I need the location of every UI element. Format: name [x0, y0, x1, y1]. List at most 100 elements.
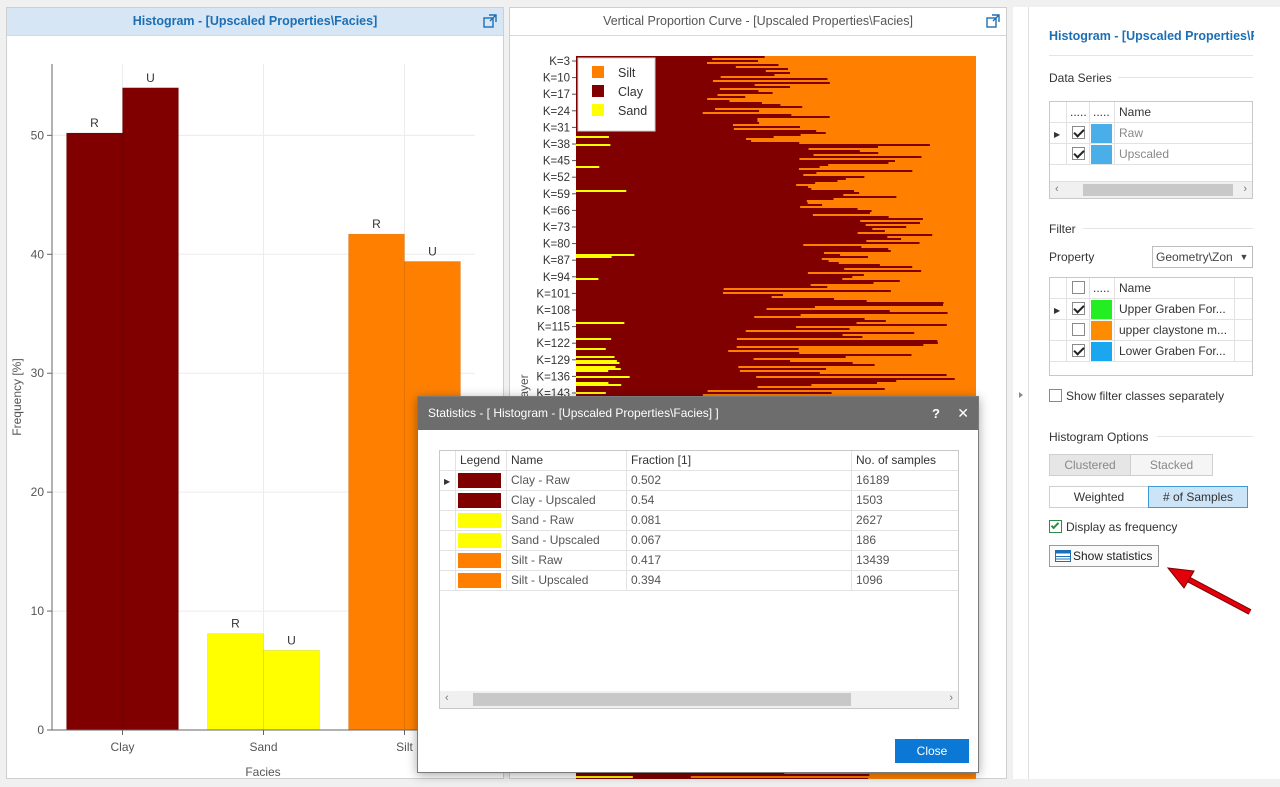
column-header-name[interactable]: Name — [507, 451, 627, 470]
column-header-fraction[interactable]: Fraction [1] — [627, 451, 852, 470]
table-row[interactable]: Sand - Raw 0.081 2627 — [440, 511, 958, 531]
vpc-clay-stripe — [576, 122, 760, 124]
vpc-clay-stripe — [576, 350, 729, 352]
property-dropdown[interactable]: Geometry\Zon ▼ — [1152, 246, 1253, 268]
vpc-sand-stripe — [576, 190, 627, 192]
stacked-button[interactable]: Stacked — [1130, 454, 1213, 476]
vpc-clay-stripe — [576, 202, 808, 204]
bar-sand-u — [263, 650, 320, 731]
vpc-clay-stripe — [576, 246, 862, 248]
show-filter-separately-option[interactable]: Show filter classes separately — [1049, 388, 1249, 404]
filter-lower-graben-color[interactable] — [1091, 342, 1112, 361]
table-row[interactable]: ▶ Clay - Raw 0.502 16189 — [440, 471, 958, 491]
row-pointer-icon: ▶ — [444, 477, 451, 486]
filter-row-upper-graben[interactable]: ▶ Upper Graben For... — [1050, 299, 1252, 320]
grid-header: ..... Name — [1050, 278, 1252, 299]
show-filter-separately-checkbox[interactable] — [1049, 389, 1062, 402]
filter-upper-claystone-checkbox[interactable] — [1072, 323, 1085, 336]
collapse-arrow-icon[interactable] — [1017, 391, 1025, 399]
display-frequency-option[interactable]: Display as frequency — [1049, 519, 1249, 535]
vpc-clay-stripe — [576, 78, 828, 80]
data-series-row-upscaled[interactable]: Upscaled — [1050, 144, 1252, 165]
vpc-clay-stripe — [576, 346, 737, 348]
scroll-right-icon[interactable]: › — [949, 692, 953, 704]
vpc-clay-stripe — [576, 320, 886, 322]
filter-lower-graben-checkbox[interactable] — [1072, 344, 1085, 357]
vpc-sand-stripe — [576, 392, 606, 394]
vpc-clay-stripe — [576, 302, 944, 304]
column-header-samples[interactable]: No. of samples — [856, 453, 937, 467]
scroll-left-icon[interactable]: ‹ — [445, 692, 449, 704]
vpc-clay-stripe — [576, 290, 891, 292]
options-title: Histogram - [Upscaled Properties\Facies] — [1049, 29, 1254, 43]
vpc-clay-stripe — [576, 172, 817, 174]
vpc-clay-stripe — [576, 70, 766, 72]
display-frequency-checkbox[interactable] — [1049, 520, 1062, 533]
cell-samples: 1096 — [856, 573, 883, 587]
close-icon[interactable]: ✕ — [957, 405, 969, 421]
histogram-options-label: Histogram Options — [1049, 430, 1149, 444]
vpc-clay-stripe — [576, 214, 813, 216]
filter-row-upper-claystone[interactable]: upper claystone m... — [1050, 320, 1252, 341]
vpc-clay-stripe — [576, 378, 955, 380]
vpc-clay-stripe — [576, 158, 800, 160]
table-row[interactable]: Sand - Upscaled 0.067 186 — [440, 531, 958, 551]
vpc-clay-stripe — [576, 68, 789, 70]
table-header: Legend Name Fraction [1] No. of samples — [440, 451, 958, 471]
scroll-thumb[interactable] — [473, 693, 851, 706]
table-row[interactable]: Silt - Upscaled 0.394 1096 — [440, 571, 958, 591]
table-row[interactable]: Clay - Upscaled 0.54 1503 — [440, 491, 958, 511]
vpc-clay-stripe — [576, 216, 889, 218]
filter-upper-claystone-color[interactable] — [1091, 321, 1112, 340]
legend-swatch — [458, 493, 501, 508]
series-upscaled-color[interactable] — [1091, 145, 1112, 164]
series-raw-color[interactable] — [1091, 124, 1112, 143]
vpc-clay-stripe — [576, 162, 889, 164]
data-series-row-raw[interactable]: ▶ Raw — [1050, 123, 1252, 144]
y-axis-label: Frequency [%] — [10, 358, 24, 435]
filter-upper-graben-color[interactable] — [1091, 300, 1112, 319]
table-row[interactable]: Silt - Raw 0.417 13439 — [440, 551, 958, 571]
show-statistics-button[interactable]: Show statistics — [1049, 545, 1159, 567]
samples-button[interactable]: # of Samples — [1148, 486, 1248, 508]
x-tick-label: Sand — [249, 740, 277, 754]
vpc-clay-stripe — [576, 356, 846, 358]
maximize-icon[interactable] — [986, 14, 1000, 28]
series-upscaled-checkbox[interactable] — [1072, 147, 1085, 160]
filter-row-lower-graben[interactable]: Lower Graben For... — [1050, 341, 1252, 362]
vpc-clay-stripe — [576, 208, 858, 210]
vpc-clay-stripe — [576, 300, 867, 302]
bar-silt-r — [348, 233, 405, 731]
statistics-close-button[interactable]: Close — [895, 739, 969, 763]
layer-tick-label: K=59 — [543, 189, 570, 201]
statistics-dialog-titlebar[interactable]: Statistics - [ Histogram - [Upscaled Pro… — [418, 397, 978, 430]
vpc-clay-stripe — [576, 56, 765, 58]
weighted-button[interactable]: Weighted — [1049, 486, 1149, 508]
maximize-icon[interactable] — [483, 14, 497, 28]
vpc-sand-stripe — [576, 278, 599, 280]
vpc-clay-stripe — [576, 164, 829, 166]
scroll-left-icon[interactable]: ‹ — [1055, 183, 1059, 195]
panel-splitter[interactable] — [1013, 7, 1029, 779]
vpc-clay-stripe — [576, 358, 754, 360]
filter-upper-graben-checkbox[interactable] — [1072, 302, 1085, 315]
scroll-thumb[interactable] — [1083, 184, 1233, 196]
vpc-clay-stripe — [576, 238, 902, 240]
scroll-right-icon[interactable]: › — [1243, 183, 1247, 195]
vpc-clay-stripe — [576, 232, 858, 234]
layer-tick-label: K=87 — [543, 255, 570, 267]
clustered-button[interactable]: Clustered — [1049, 454, 1131, 476]
vpc-clay-stripe — [576, 274, 864, 276]
series-raw-checkbox[interactable] — [1072, 126, 1085, 139]
red-arrow-annotation — [1166, 567, 1252, 615]
column-header-legend[interactable]: Legend — [456, 451, 507, 470]
vpc-clay-stripe — [576, 380, 897, 382]
vpc-clay-stripe — [576, 260, 829, 262]
grid-horizontal-scrollbar[interactable]: ‹ › — [1050, 181, 1252, 198]
layer-tick-label: K=115 — [537, 322, 570, 334]
cell-fraction: 0.394 — [627, 571, 852, 590]
help-icon[interactable]: ? — [932, 406, 940, 421]
table-horizontal-scrollbar[interactable]: ‹ › — [440, 691, 958, 708]
filter-select-all-checkbox[interactable] — [1072, 281, 1085, 294]
cell-samples: 2627 — [856, 513, 883, 527]
